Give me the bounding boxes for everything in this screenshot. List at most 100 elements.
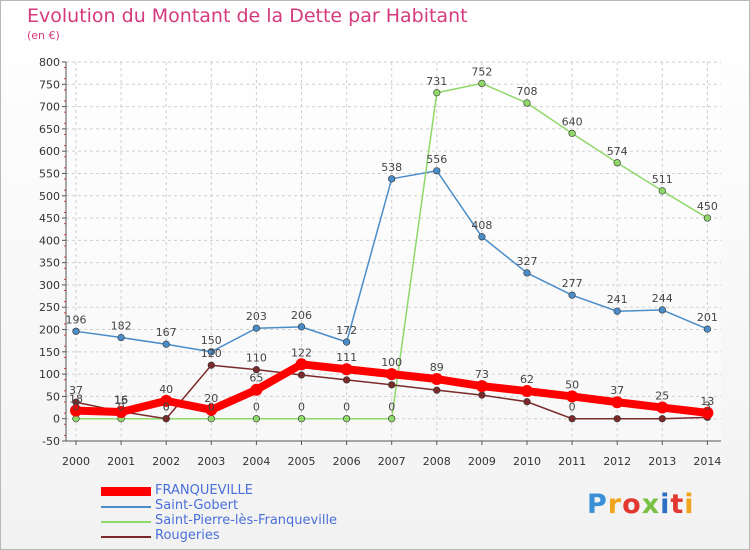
data-label: 708 [517,85,538,98]
data-point [523,99,531,107]
data-point [385,368,398,381]
logo-letter: r [607,489,623,520]
x-tick-label: 2005 [288,455,316,468]
data-point [340,363,353,376]
data-point [297,371,306,379]
y-tick-label: -50 [42,435,60,448]
data-label: 37 [610,384,624,397]
data-label: 172 [336,324,357,337]
data-label: 62 [520,373,534,386]
data-label: 65 [249,372,263,385]
data-point [72,327,80,335]
data-point [478,79,486,88]
y-tick-label: 50 [46,390,60,403]
y-tick-label: 600 [39,145,60,158]
y-tick-label: 200 [39,324,60,337]
logo-letter: i [684,489,695,520]
x-tick-label: 2000 [62,455,90,468]
legend-swatch-saint-gobert [101,506,151,508]
x-tick-label: 2003 [197,455,225,468]
legend-label-saint-pierre: Saint-Pierre-lès-Franqueville [155,513,338,528]
data-point [433,167,441,175]
unit-label: (en €) [27,29,60,42]
proxiti-logo: Proxiti [587,489,695,520]
data-label: 15 [114,394,128,407]
y-tick-label: 300 [39,279,60,292]
data-point [117,333,125,342]
legend-swatch-rougeries [101,536,151,538]
data-label: 0 [388,401,395,414]
data-point [297,415,306,423]
data-point [162,415,170,423]
data-label: 206 [291,309,312,322]
legend-swatch-franqueville [101,487,151,496]
y-tick-label: 650 [39,123,60,136]
data-label: 408 [471,219,492,232]
data-label: 120 [201,347,222,360]
data-point [252,324,260,332]
data-point [613,415,621,423]
logo-letter: x [641,489,661,520]
data-point [568,291,576,299]
data-point [656,401,669,414]
data-point [658,187,666,195]
logo-letter: t [670,489,685,520]
y-tick-label: 500 [39,190,60,203]
chart-title: Evolution du Montant de la Dette par Hab… [27,5,468,27]
x-tick-label: 2007 [378,455,406,468]
data-point [343,376,351,384]
data-point [115,406,128,419]
y-tick-label: 700 [39,101,60,114]
x-tick-label: 2004 [242,455,270,468]
data-point [521,385,533,398]
data-point [478,391,486,399]
legend-swatch-saint-pierre [101,521,151,523]
data-label: 73 [475,368,489,381]
x-tick-label: 2009 [468,455,496,468]
data-label: 13 [700,395,714,408]
data-label: 167 [156,326,177,339]
data-label: 0 [73,401,80,414]
data-label: 0 [569,401,576,414]
data-point [433,386,441,394]
data-point [388,175,396,183]
data-point [295,358,308,371]
data-point [430,373,443,386]
logo-letter: i [660,489,671,520]
y-tick-label: 750 [39,78,60,91]
data-label: 0 [118,401,125,414]
data-point [252,415,260,423]
data-point [613,159,621,167]
data-point [205,403,218,416]
data-point [388,381,396,389]
data-label: 89 [430,361,444,374]
data-point [478,233,486,241]
data-label: 50 [565,378,579,391]
data-label: 122 [291,346,312,359]
data-label: 640 [562,115,583,128]
data-label: 0 [208,401,215,414]
data-point [297,323,306,331]
y-tick-label: 100 [39,368,60,381]
data-label: 182 [111,320,132,333]
data-point [343,338,351,346]
data-label: 0 [343,401,350,414]
legend-label-franqueville: FRANQUEVILLE [155,483,253,498]
data-point [613,307,621,315]
data-label: 203 [246,310,267,323]
data-point [523,398,531,406]
data-label: 37 [69,384,83,397]
y-tick-label: 150 [39,346,60,359]
y-tick-label: 250 [39,301,60,314]
data-point [611,396,624,409]
data-point [160,394,173,407]
data-point [70,404,82,417]
data-point [703,325,712,333]
data-label: 111 [336,351,357,364]
legend-label-rougeries: Rougeries [155,528,220,543]
data-label: 731 [426,75,447,88]
legend-label-saint-gobert: Saint-Gobert [155,498,239,513]
x-tick-label: 2001 [107,455,135,468]
